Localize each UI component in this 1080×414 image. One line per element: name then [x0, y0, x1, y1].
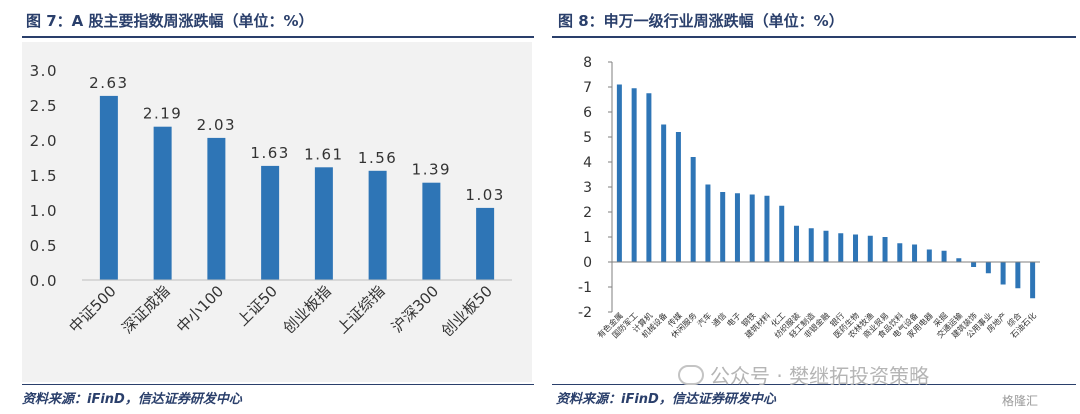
bar [897, 243, 903, 262]
bar [720, 192, 726, 262]
watermark-logo: 格隆汇 [1002, 394, 1039, 408]
x-tick-label: 通信 [710, 310, 728, 328]
bar [1015, 262, 1021, 289]
y-tick-label: 5 [583, 130, 592, 146]
y-tick-label: 1 [583, 230, 592, 246]
bar [476, 207, 495, 280]
data-label: 1.61 [304, 145, 343, 163]
x-tick-label: 创业板50 [438, 282, 496, 340]
x-tick-label: 创业板指 [280, 282, 335, 337]
x-tick-label: 中小100 [173, 282, 227, 336]
bar [646, 93, 652, 262]
data-label: 2.03 [197, 116, 236, 134]
bar [971, 262, 977, 267]
bar [853, 234, 859, 262]
y-tick-label: 1.0 [30, 202, 58, 220]
y-tick-label: 3.0 [30, 62, 58, 80]
x-tick-label: 沪深300 [388, 282, 442, 336]
data-label: 1.39 [412, 161, 451, 179]
bar [1030, 262, 1036, 299]
y-tick-label: 8 [583, 55, 592, 71]
y-tick-label: 2 [583, 205, 592, 221]
source-divider [552, 384, 1076, 385]
bar [749, 194, 755, 262]
bar [661, 124, 667, 262]
bar [941, 250, 947, 262]
bar [99, 95, 118, 281]
y-tick-label: 4 [583, 155, 592, 171]
chart-area: -2 -1 0 1 2 3 4 5 6 7 8 有色金属 国防军工 计算机 机械设备 传媒 休闲服务 汽车 通信 电子… [552, 42, 1076, 382]
wechat-icon [678, 364, 704, 385]
bar [153, 126, 172, 280]
bar [808, 228, 814, 262]
bar [912, 244, 918, 262]
y-tick-label: 1.5 [30, 167, 58, 185]
x-tick-label: 电子 [724, 310, 742, 328]
chart-title: 图 8：申万一级行业周涨跌幅（单位：%） [558, 12, 844, 30]
y-tick-label: 6 [583, 105, 592, 121]
y-tick-label: -1 [578, 280, 592, 296]
data-label: 2.63 [89, 74, 128, 92]
x-tick-label: 上证综指 [333, 282, 388, 337]
y-tick-label: 0.0 [30, 272, 58, 290]
chart-title: 图 7：A 股主要指数周涨跌幅（单位：%） [26, 12, 314, 30]
watermark: 公众号 · 樊继拓投资策略 [678, 360, 929, 389]
y-tick-label: -2 [578, 305, 592, 321]
bar [616, 84, 622, 262]
chart-area: 0.0 0.5 1.0 1.5 2.0 2.5 3.0 2.63 中证500 2.19 深证成指 2.… [22, 42, 532, 382]
bar [793, 225, 799, 262]
bar-chart-industry: -2-1012345678有色金属国防军工计算机机械设备传媒休闲服务汽车通信电子… [578, 55, 1040, 340]
x-tick-label: 深证成指 [118, 282, 173, 337]
y-tick-label: 2.5 [30, 97, 58, 115]
y-tick-label: 0 [583, 255, 592, 271]
title-divider [552, 36, 1076, 38]
bar [675, 132, 681, 262]
bar [823, 230, 829, 262]
bar [779, 205, 785, 262]
bar [314, 167, 333, 280]
bar-chart-index: 0.0 0.5 1.0 1.5 2.0 2.5 3.0 2.63 中证500 2.19 深证成指 2.… [30, 62, 512, 340]
source-note: 资料来源：iFinD，信达证券研发中心 [22, 392, 242, 407]
bar [867, 235, 873, 262]
bar [734, 193, 740, 262]
bar [690, 157, 696, 262]
bar [985, 262, 991, 274]
bar [838, 233, 844, 262]
bar [926, 249, 932, 262]
watermark-text: 公众号 · 樊继拓投资策略 [710, 364, 930, 388]
data-label: 2.19 [143, 105, 182, 123]
bar [207, 137, 226, 280]
data-label: 1.63 [250, 144, 289, 162]
y-tick-label: 7 [583, 80, 592, 96]
y-tick-label: 2.0 [30, 132, 58, 150]
bar [422, 182, 441, 280]
chart-panel-industry: 图 8：申万一级行业周涨跌幅（单位：%） -2 -1 0 1 2 3 4 5 6 7 8 有色金属 国防… [552, 0, 1080, 414]
bar [882, 237, 888, 262]
bar [1000, 262, 1006, 285]
x-tick-label: 汽车 [695, 310, 713, 328]
y-tick-label: 0.5 [30, 237, 58, 255]
bar [956, 258, 962, 262]
bar [261, 165, 280, 280]
title-divider [22, 36, 534, 38]
x-tick-label: 中证500 [66, 282, 120, 336]
x-tick-label: 上证50 [234, 282, 281, 329]
bar [705, 184, 711, 262]
chart-panel-index: 图 7：A 股主要指数周涨跌幅（单位：%） 0.0 0.5 1.0 1.5 2.0 2.5… [0, 0, 536, 414]
source-divider [22, 384, 534, 385]
data-label: 1.03 [465, 186, 504, 204]
bar [368, 170, 387, 280]
source-note: 资料来源：iFinD，信达证券研发中心 [556, 392, 776, 407]
y-tick-label: 3 [583, 180, 592, 196]
bar [764, 195, 770, 262]
bar [631, 88, 637, 262]
data-label: 1.56 [358, 149, 397, 167]
